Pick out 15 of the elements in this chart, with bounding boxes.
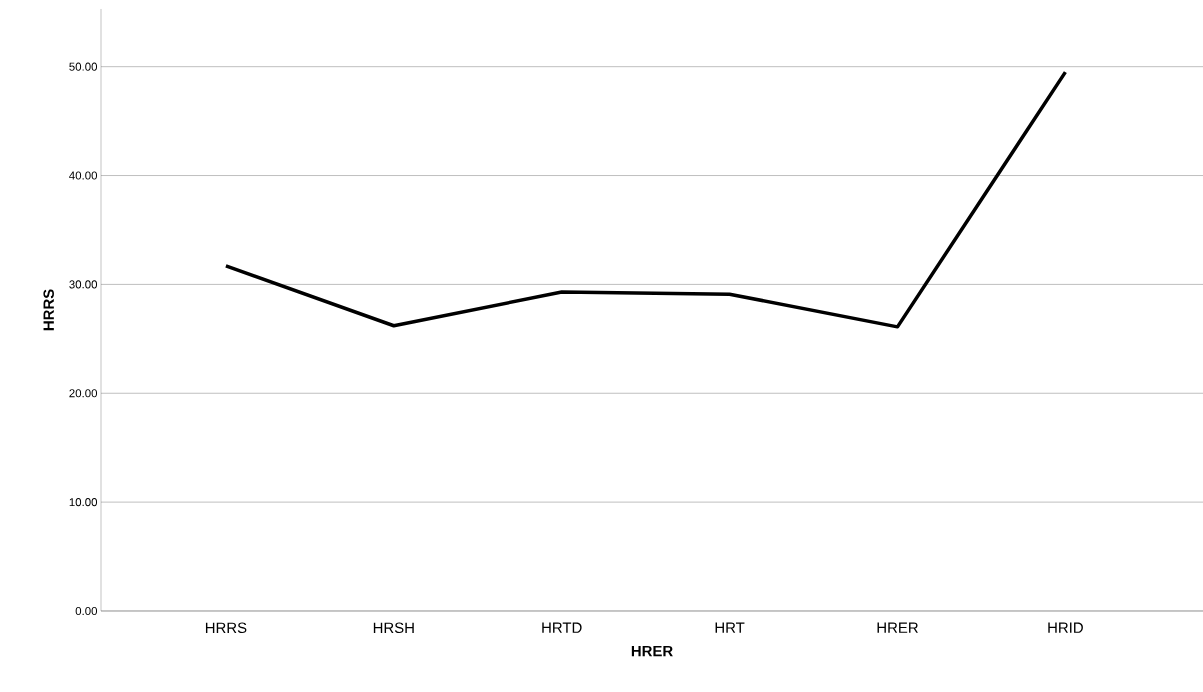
y-tick-label: 10.00: [69, 498, 98, 507]
y-tick-label: 40.00: [69, 171, 98, 180]
x-tick-label: HRER: [877, 622, 918, 633]
y-tick-label: 0.00: [75, 606, 98, 616]
y-axis-title: HRRS: [43, 289, 54, 331]
x-axis-title: HRER: [631, 645, 673, 657]
x-tick-label: HRTD: [542, 622, 582, 633]
x-tick-label: HRT: [715, 622, 745, 633]
y-tick-label: 50.00: [69, 62, 98, 71]
y-tick-label: 20.00: [69, 389, 98, 398]
x-tick-label: HRID: [1048, 622, 1083, 633]
line-series: [224, 70, 1068, 329]
x-tick-label: HRRS: [205, 622, 247, 634]
x-tick-label: HRSH: [373, 622, 414, 634]
y-tick-label: 30.00: [69, 280, 98, 289]
